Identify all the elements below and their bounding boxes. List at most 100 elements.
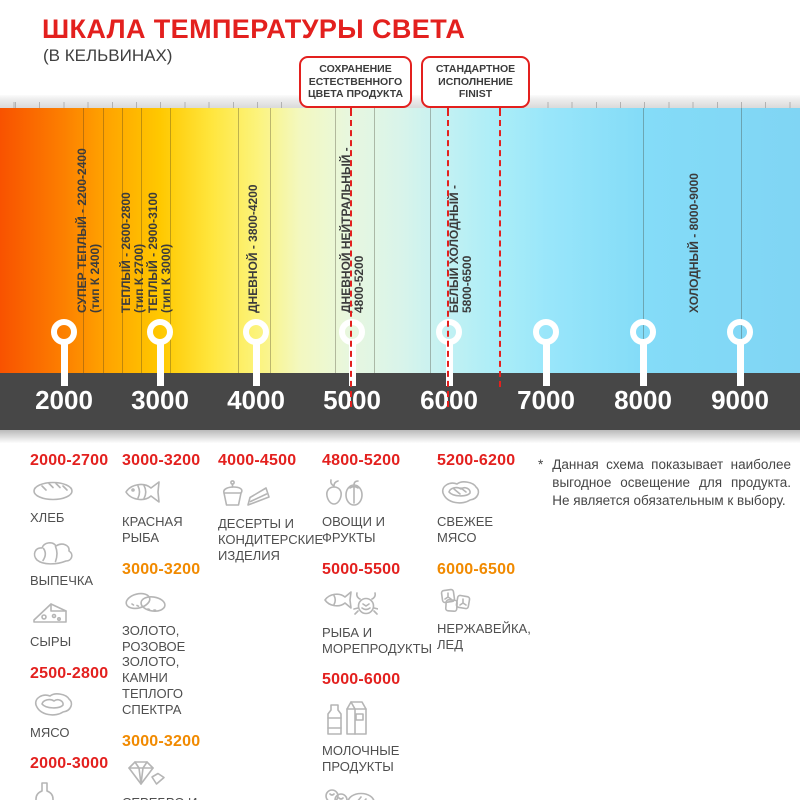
food-item: АКОГОЛЬ bbox=[30, 780, 118, 800]
footnote-text: Данная схема показывает наиболее выгодно… bbox=[552, 457, 791, 508]
scale-marker bbox=[147, 319, 173, 345]
scale-marker bbox=[630, 319, 656, 345]
scale-marker bbox=[243, 319, 269, 345]
zone-divider bbox=[374, 108, 375, 373]
zone-divider bbox=[238, 108, 239, 373]
scale-marker-stem bbox=[543, 341, 550, 386]
axis-tick-9000: 9000 bbox=[711, 385, 769, 415]
kelvin-axis: 2000 3000 4000 5000 6000 7000 8000 9000 bbox=[0, 373, 800, 430]
food-item: НЕРЖАВЕЙКА, ЛЕД bbox=[437, 586, 533, 653]
alcohol-icon bbox=[30, 780, 118, 800]
page-subtitle: (В КЕЛЬВИНАХ) bbox=[43, 46, 173, 65]
food-column-4: 4800-5200 ОВОЩИ И ФРУКТЫ 5000-5500 РЫБА … bbox=[322, 452, 433, 800]
temperature-gradient-bar bbox=[0, 108, 800, 373]
zone-label-neutral-daylight: ДНЕВНОЙ НЕЙТРАЛЬНЫЙ -4800-5200 bbox=[339, 147, 366, 313]
food-item-label: МОЛОЧНЫЕ ПРОДУКТЫ bbox=[322, 743, 400, 775]
diamond-icon bbox=[122, 758, 214, 793]
bread-icon bbox=[30, 477, 118, 508]
scale-marker-stem bbox=[349, 341, 356, 386]
food-item: МЯСО bbox=[30, 690, 118, 741]
temp-range-header: 6000-6500 bbox=[437, 560, 516, 578]
food-item: МОЛОЧНЫЕ ПРОДУКТЫ bbox=[322, 696, 424, 775]
meat-icon bbox=[30, 690, 118, 723]
scale-marker-stem bbox=[253, 341, 260, 386]
scale-marker bbox=[533, 319, 559, 345]
callout-line: FINIST bbox=[458, 88, 493, 100]
scale-marker bbox=[339, 319, 365, 345]
food-item: ВЫПЕЧКА bbox=[30, 536, 118, 589]
callout-standard-finist: СТАНДАРТНОЕ ИСПОЛНЕНИЕ FINIST bbox=[421, 56, 530, 108]
callout-line: ЦВЕТА ПРОДУКТА bbox=[307, 88, 404, 100]
zone-divider bbox=[335, 108, 336, 373]
temp-range-header: 3000-3200 bbox=[122, 560, 201, 578]
axis-tick-6000: 6000 bbox=[420, 385, 478, 415]
cheese-icon bbox=[30, 599, 118, 632]
food-item: ОВОЩИ И ФРУКТЫ bbox=[322, 477, 424, 546]
fresh-meat-icon bbox=[437, 477, 533, 512]
axis-tick-8000: 8000 bbox=[614, 385, 672, 415]
callout-line: ЕСТЕСТВЕННОГО bbox=[308, 75, 403, 88]
zone-divider bbox=[103, 108, 104, 373]
axis-tick-7000: 7000 bbox=[517, 385, 575, 415]
food-column-5: 5200-6200 СВЕЖЕЕ МЯСО 6000-6500 НЕРЖАВЕЙ… bbox=[437, 452, 533, 667]
food-item-label: СЫРЫ bbox=[30, 633, 72, 649]
temp-range-header: 4000-4500 bbox=[218, 452, 297, 469]
scale-marker bbox=[51, 319, 77, 345]
axis-tick-5000: 5000 bbox=[323, 385, 381, 415]
scale-marker-stem bbox=[157, 341, 164, 386]
zone-divider bbox=[430, 108, 431, 373]
zone-divider bbox=[270, 108, 271, 373]
zone-label-warm-2700: ТЕПЛЫЙ - 2600-2800 (тип К 2700) bbox=[119, 192, 146, 313]
callout-line: СТАНДАРТНОЕ bbox=[435, 63, 516, 75]
callout-natural-color: СОХРАНЕНИЕ ЕСТЕСТВЕННОГО ЦВЕТА ПРОДУКТА bbox=[299, 56, 412, 108]
dairy-icon bbox=[322, 696, 424, 741]
footnote-marker: * bbox=[538, 457, 544, 472]
page-title: ШКАЛА ТЕМПЕРАТУРЫ СВЕТА bbox=[42, 14, 466, 44]
axis-shadow bbox=[0, 430, 800, 443]
food-item: ЗАМОРОЖЕННЫЕ ПОЛУФАБРИКАТЫ bbox=[322, 785, 424, 800]
axis-tick-2000: 2000 bbox=[35, 385, 93, 415]
zone-label-super-warm: СУПЕР ТЕПЛЫЙ - 2200-2400 (тип К 2400) bbox=[75, 148, 102, 313]
temp-range-header: 2000-2700 bbox=[30, 452, 109, 469]
seafood-icon bbox=[322, 586, 424, 623]
frozen-icon bbox=[322, 785, 424, 800]
guide-line-6500 bbox=[499, 110, 501, 387]
temp-range-header: 5000-6000 bbox=[322, 671, 401, 689]
scale-marker-stem bbox=[61, 341, 68, 386]
food-item: СЫРЫ bbox=[30, 599, 118, 650]
zone-label-warm-3000: ТЕПЛЫЙ - 2900-3100 (тип К 3000) bbox=[146, 192, 173, 313]
ice-icon bbox=[437, 586, 533, 619]
callout-line: ИСПОЛНЕНИЕ bbox=[438, 75, 513, 88]
zone-label-cool-white: БЕЛЫЙ ХОЛОДНЫЙ -5800-6500 bbox=[447, 185, 474, 313]
temp-range-header: 5000-5500 bbox=[322, 560, 401, 578]
zone-divider bbox=[170, 108, 171, 373]
food-column-2: 3000-3200 КРАСНАЯ РЫБА 3000-3200 ЗОЛОТО,… bbox=[122, 452, 214, 800]
food-item: КРАСНАЯ РЫБА bbox=[122, 477, 214, 546]
zone-label-cold: ХОЛОДНЫЙ - 8000-9000 bbox=[687, 173, 701, 313]
zone-divider bbox=[741, 108, 742, 373]
food-item: СЕРЕБРО И БРИЛЛИАНТЫ bbox=[122, 758, 214, 800]
food-item-label: РЫБА И МОРЕПРОДУКТЫ bbox=[322, 624, 433, 656]
zone-divider bbox=[83, 108, 84, 373]
zone-divider bbox=[643, 108, 644, 373]
scale-marker bbox=[436, 319, 462, 345]
food-item-label: ОВОЩИ И ФРУКТЫ bbox=[322, 514, 385, 545]
zone-label-daylight: ДНЕВНОЙ - 3800-4200 bbox=[246, 184, 260, 313]
food-item-label: ХЛЕБ bbox=[30, 510, 65, 525]
food-column-1: 2000-2700 ХЛЕБ ВЫПЕЧКА СЫРЫ 2500-2800 bbox=[30, 452, 118, 800]
fruits-icon bbox=[322, 477, 424, 512]
scale-marker bbox=[727, 319, 753, 345]
food-item: СВЕЖЕЕ МЯСО bbox=[437, 477, 533, 546]
scale-marker-stem bbox=[640, 341, 647, 386]
food-item-label: ДЕСЕРТЫ И КОНДИТЕРСКИЕ ИЗДЕЛИЯ bbox=[218, 516, 324, 563]
food-item-label: СВЕЖЕЕ МЯСО bbox=[437, 514, 494, 545]
food-item-label: МЯСО bbox=[30, 724, 70, 740]
food-item-label: ВЫПЕЧКА bbox=[30, 572, 94, 588]
scale-marker-stem bbox=[446, 341, 453, 386]
temp-range-header: 2000-3000 bbox=[30, 755, 109, 773]
callout-line: СОХРАНЕНИЕ bbox=[319, 63, 392, 75]
axis-tick-4000: 4000 bbox=[227, 385, 285, 415]
food-item: ХЛЕБ bbox=[30, 477, 118, 526]
food-item-label: СЕРЕБРО И БРИЛЛИАНТЫ bbox=[122, 795, 214, 800]
